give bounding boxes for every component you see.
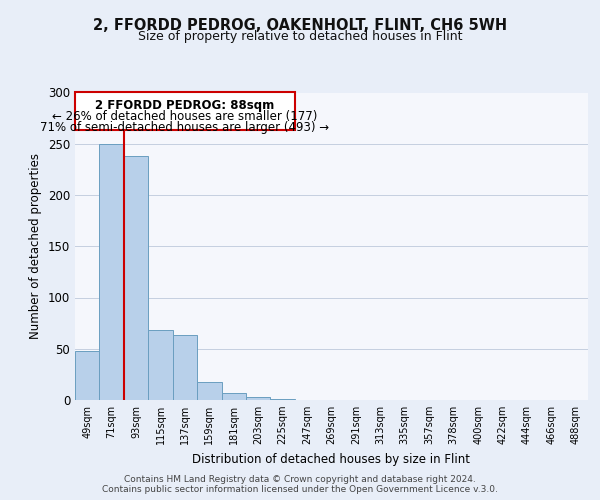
Bar [197, 382, 221, 400]
Text: 2 FFORDD PEDROG: 88sqm: 2 FFORDD PEDROG: 88sqm [95, 98, 275, 112]
Bar [148, 330, 173, 400]
Text: Size of property relative to detached houses in Flint: Size of property relative to detached ho… [138, 30, 462, 43]
Bar [75, 351, 100, 400]
Bar [124, 156, 148, 400]
Bar [271, 399, 295, 400]
Text: 2, FFORDD PEDROG, OAKENHOLT, FLINT, CH6 5WH: 2, FFORDD PEDROG, OAKENHOLT, FLINT, CH6 … [93, 18, 507, 32]
FancyBboxPatch shape [75, 92, 295, 130]
Text: Contains HM Land Registry data © Crown copyright and database right 2024.: Contains HM Land Registry data © Crown c… [124, 475, 476, 484]
Text: 71% of semi-detached houses are larger (493) →: 71% of semi-detached houses are larger (… [40, 121, 329, 134]
Bar [100, 144, 124, 400]
Bar [221, 393, 246, 400]
Bar [173, 336, 197, 400]
Bar [246, 397, 271, 400]
Text: Contains public sector information licensed under the Open Government Licence v.: Contains public sector information licen… [102, 485, 498, 494]
X-axis label: Distribution of detached houses by size in Flint: Distribution of detached houses by size … [193, 452, 470, 466]
Y-axis label: Number of detached properties: Number of detached properties [29, 153, 43, 339]
Text: ← 26% of detached houses are smaller (177): ← 26% of detached houses are smaller (17… [52, 110, 317, 123]
